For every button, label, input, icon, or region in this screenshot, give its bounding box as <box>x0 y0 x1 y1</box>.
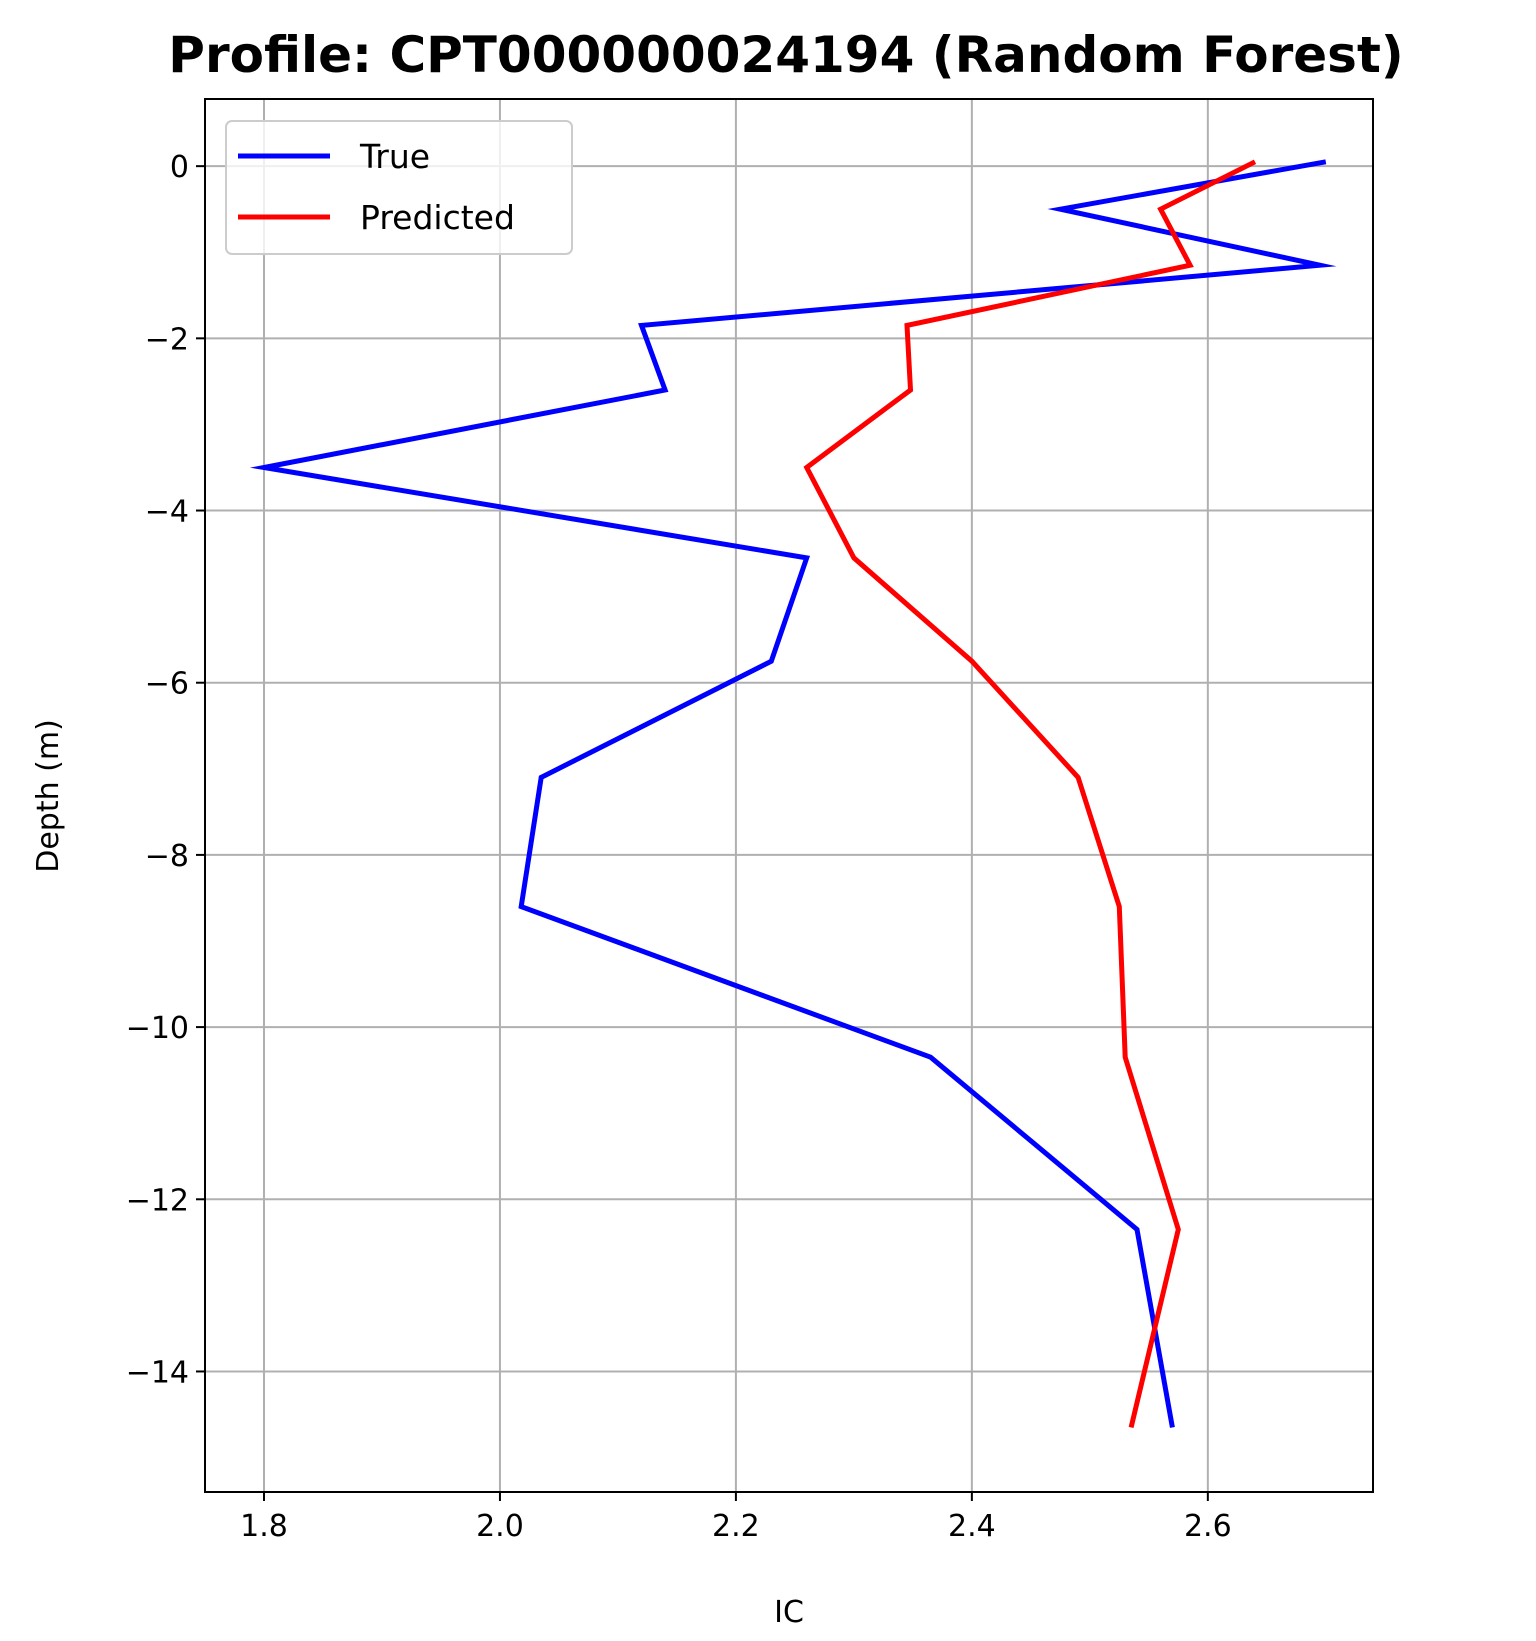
ticks: 1.8 2.0 2.2 2.4 2.6 0 −2 −4 −6 −8 −10 −12 −14 <box>126 150 1232 1544</box>
plot-frame <box>204 98 1374 1493</box>
legend-label-predicted: Predicted <box>360 198 515 237</box>
y-tick-label: −2 <box>145 322 189 357</box>
y-axis-label: Depth (m) <box>31 719 66 873</box>
legend: True Predicted <box>225 120 573 255</box>
y-tick-label: −14 <box>126 1355 189 1390</box>
x-tick-label: 2.6 <box>1184 1509 1232 1544</box>
y-tick-label: −10 <box>126 1011 189 1046</box>
chart-title: Profile: CPT000000024194 (Random Forest) <box>168 26 1403 84</box>
y-tick-label: −4 <box>145 495 189 530</box>
y-tick-label: −8 <box>145 839 189 874</box>
y-tick-label: 0 <box>170 150 189 185</box>
y-tick-label: −12 <box>126 1183 189 1218</box>
x-tick-label: 2.4 <box>948 1509 996 1544</box>
grid <box>205 99 1373 1492</box>
x-tick-label: 2.0 <box>476 1509 524 1544</box>
series-lines <box>249 159 1337 1428</box>
y-tick-label: −6 <box>145 667 189 702</box>
x-tick-label: 2.2 <box>712 1509 760 1544</box>
x-axis-label: IC <box>774 1595 804 1630</box>
x-tick-label: 1.8 <box>240 1509 288 1544</box>
series-line-true <box>249 159 1337 1428</box>
legend-label-true: True <box>359 137 430 176</box>
series-line-predicted <box>803 159 1257 1428</box>
